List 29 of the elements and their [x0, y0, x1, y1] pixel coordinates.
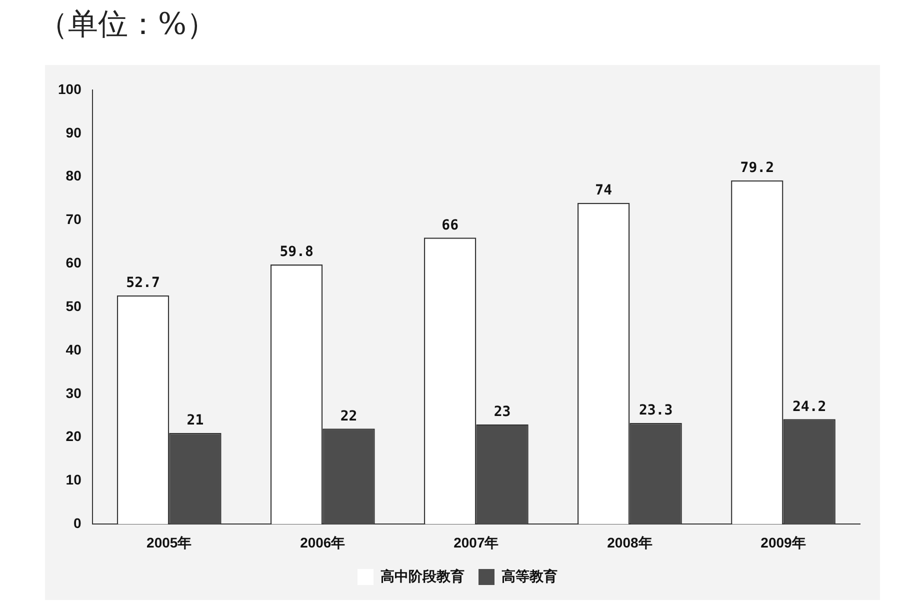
y-tick-label: 100: [58, 80, 82, 97]
legend-label: 高中阶段教育: [380, 568, 464, 584]
data-label: 79.2: [740, 160, 774, 176]
data-label: 24.2: [792, 398, 826, 415]
data-label: 59.8: [280, 244, 314, 260]
data-label: 74: [595, 182, 612, 199]
y-tick-label: 60: [66, 254, 82, 271]
data-label: 23.3: [638, 402, 673, 419]
x-tick-label: 2007年: [454, 534, 499, 550]
y-tick-label: 10: [66, 472, 82, 488]
y-tick-label: 30: [66, 384, 82, 401]
y-tick-label: 50: [66, 298, 82, 314]
data-label: 23: [494, 404, 511, 420]
legend-label: 高等教育: [502, 568, 558, 584]
y-tick-label: 40: [66, 341, 82, 358]
x-tick-label: 2009年: [760, 534, 806, 550]
y-tick-label: 70: [66, 211, 82, 228]
y-tick-label: 80: [66, 168, 82, 184]
x-tick-label: 2008年: [607, 534, 652, 550]
data-label: 21: [186, 412, 204, 429]
x-tick-label: 2005年: [146, 534, 192, 550]
data-label: 22: [340, 408, 358, 424]
x-tick-label: 2006年: [300, 534, 346, 550]
y-tick-label: 0: [74, 515, 82, 532]
chart-title: （单位：%）: [38, 6, 217, 44]
y-tick-label: 90: [66, 124, 82, 140]
data-label: 66: [442, 217, 459, 234]
y-tick-label: 20: [66, 428, 82, 444]
data-label: 52.7: [126, 275, 160, 292]
